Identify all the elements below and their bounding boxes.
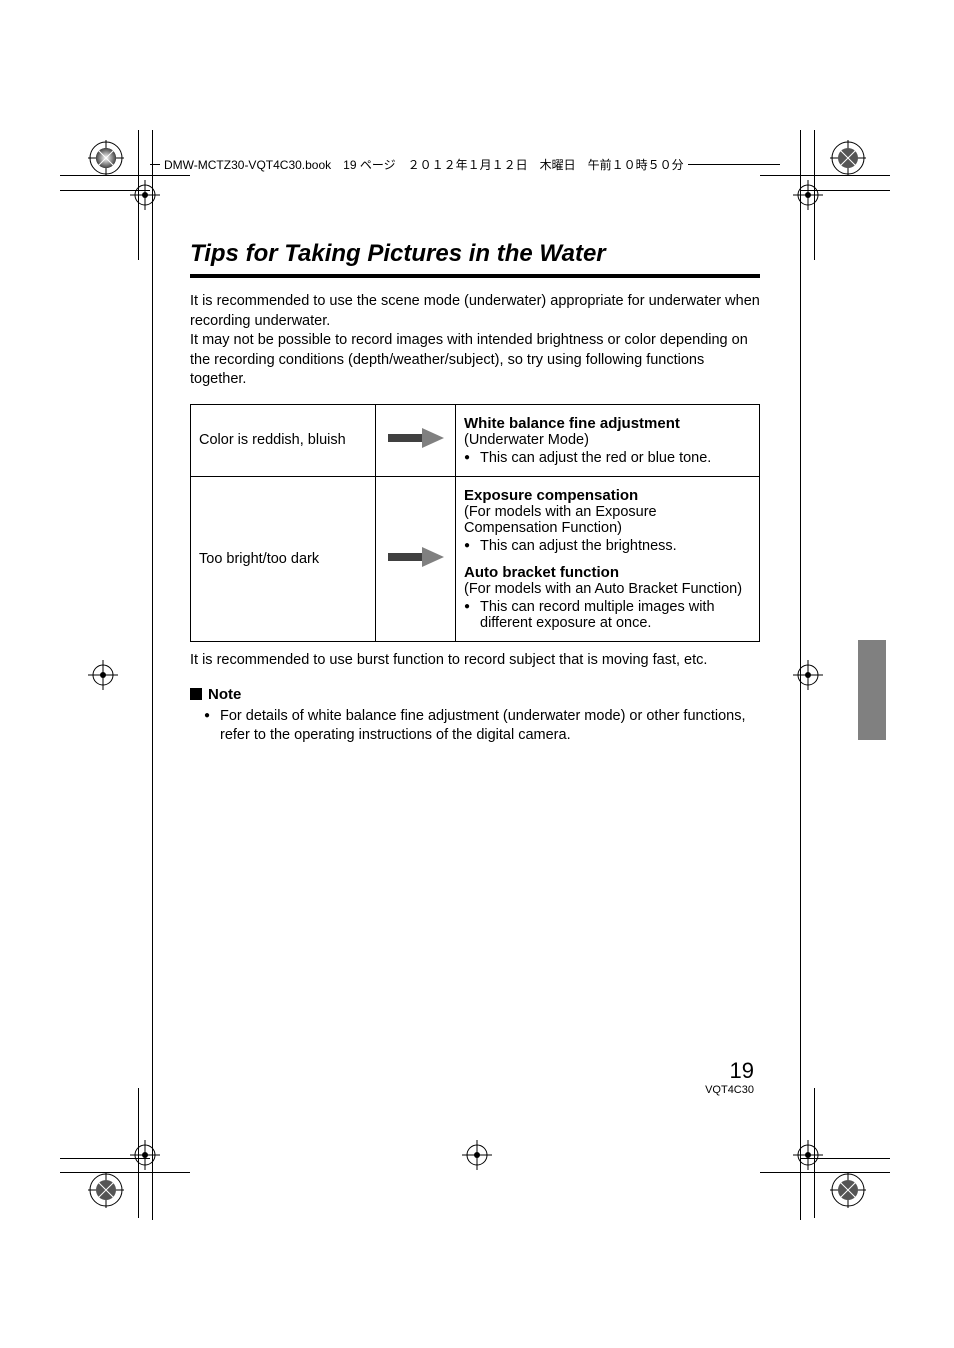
crosshair-icon [462,1140,492,1175]
solution-title: Exposure compensation [464,487,751,504]
note-label: Note [208,686,241,703]
solution-cell: Exposure compensation (For models with a… [456,476,760,641]
solution-bullet: This can adjust the red or blue tone. [464,450,751,466]
note-bullet: For details of white balance fine adjust… [190,707,760,746]
crop-line [152,130,153,1220]
arrow-cell [376,404,456,476]
crosshair-icon [130,1140,160,1175]
crosshair-icon [88,660,118,695]
crosshair-icon [130,180,160,215]
registration-mark-icon [830,140,866,181]
title-rule [190,274,760,278]
after-table-text: It is recommended to use burst function … [190,652,760,668]
crosshair-icon [793,1140,823,1175]
tips-table: Color is reddish, bluish White balance f… [190,404,760,642]
crosshair-icon [793,180,823,215]
intro-paragraph: It is recommended to use the scene mode … [190,292,760,390]
solution-bullet: This can record multiple images with dif… [464,599,751,631]
doc-code: VQT4C30 [705,1084,754,1096]
solution-title: Auto bracket function [464,564,751,581]
solution-subtitle: (For models with an Exposure Compensatio… [464,504,751,536]
solution-subtitle: (Underwater Mode) [464,432,751,448]
solution-cell: White balance fine adjustment (Underwate… [456,404,760,476]
crosshair-icon [793,660,823,695]
table-row: Color is reddish, bluish White balance f… [191,404,760,476]
registration-mark-icon [88,140,124,181]
table-row: Too bright/too dark Exposure compensatio… [191,476,760,641]
arrow-icon [388,545,444,569]
crop-line [760,175,890,176]
solution-subtitle: (For models with an Auto Bracket Functio… [464,581,751,597]
thumb-tab [858,640,886,740]
note-square-icon [190,688,202,700]
page-footer: 19 VQT4C30 [705,1058,754,1096]
registration-mark-icon [88,1172,124,1213]
running-header: DMW-MCTZ30-VQT4C30.book 19 ページ ２０１２年１月１２… [160,156,688,173]
registration-mark-icon [830,1172,866,1213]
crop-line [60,175,190,176]
solution-title: White balance fine adjustment [464,415,751,432]
solution-block: Exposure compensation (For models with a… [464,487,751,554]
solution-block: White balance fine adjustment (Underwate… [464,415,751,466]
problem-cell: Too bright/too dark [191,476,376,641]
page-number: 19 [705,1058,754,1084]
note-heading: Note [190,686,760,703]
problem-cell: Color is reddish, bluish [191,404,376,476]
page-title: Tips for Taking Pictures in the Water [190,240,760,268]
crop-line [760,1172,890,1173]
arrow-icon [388,426,444,450]
crop-line [60,1172,190,1173]
solution-bullet: This can adjust the brightness. [464,538,751,554]
arrow-cell [376,476,456,641]
solution-block: Auto bracket function (For models with a… [464,564,751,631]
page-content: Tips for Taking Pictures in the Water It… [190,240,760,746]
